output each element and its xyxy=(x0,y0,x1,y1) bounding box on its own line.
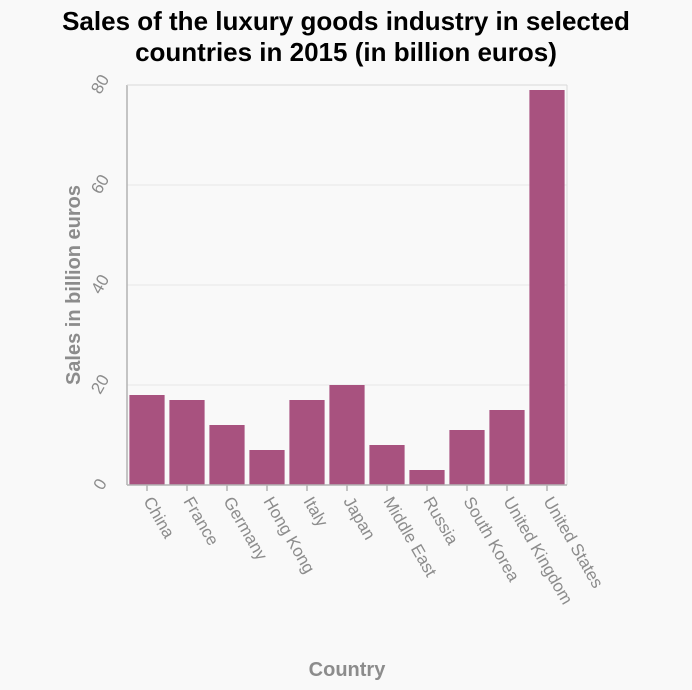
axes xyxy=(126,84,568,486)
chart-title-line-1: Sales of the luxury goods industry in se… xyxy=(62,6,630,36)
x-axis-label: Country xyxy=(309,659,387,681)
bar-france xyxy=(169,400,205,485)
bar-china xyxy=(129,395,165,485)
x-tick-label: Italy xyxy=(300,494,332,531)
bar-united-kingdom xyxy=(489,410,525,485)
y-tick-label: 60 xyxy=(87,171,113,197)
bar-italy xyxy=(289,400,325,485)
y-tick-label: 0 xyxy=(90,475,111,493)
bar-united-states xyxy=(529,90,565,485)
y-tick-labels: 0 20 40 60 80 xyxy=(87,71,113,493)
bar-hong-kong xyxy=(249,450,285,485)
x-tick-label: Russia xyxy=(420,494,463,549)
x-tick-label: Japan xyxy=(340,494,380,544)
bar-japan xyxy=(329,385,365,485)
y-tick-label: 80 xyxy=(87,71,113,97)
bar-south-korea xyxy=(449,430,485,485)
bar-middle-east xyxy=(369,445,405,485)
x-tick-label: China xyxy=(140,494,179,542)
bars xyxy=(129,90,565,485)
x-tick-label: France xyxy=(180,494,223,549)
bar-germany xyxy=(209,425,245,485)
y-tick-label: 20 xyxy=(87,371,113,397)
y-axis-label: Sales in billion euros xyxy=(63,185,85,385)
bar-russia xyxy=(409,470,445,485)
chart-title-line-2: countries in 2015 (in billion euros) xyxy=(135,37,557,67)
y-tick-label: 40 xyxy=(87,271,113,297)
gridlines xyxy=(127,84,567,386)
